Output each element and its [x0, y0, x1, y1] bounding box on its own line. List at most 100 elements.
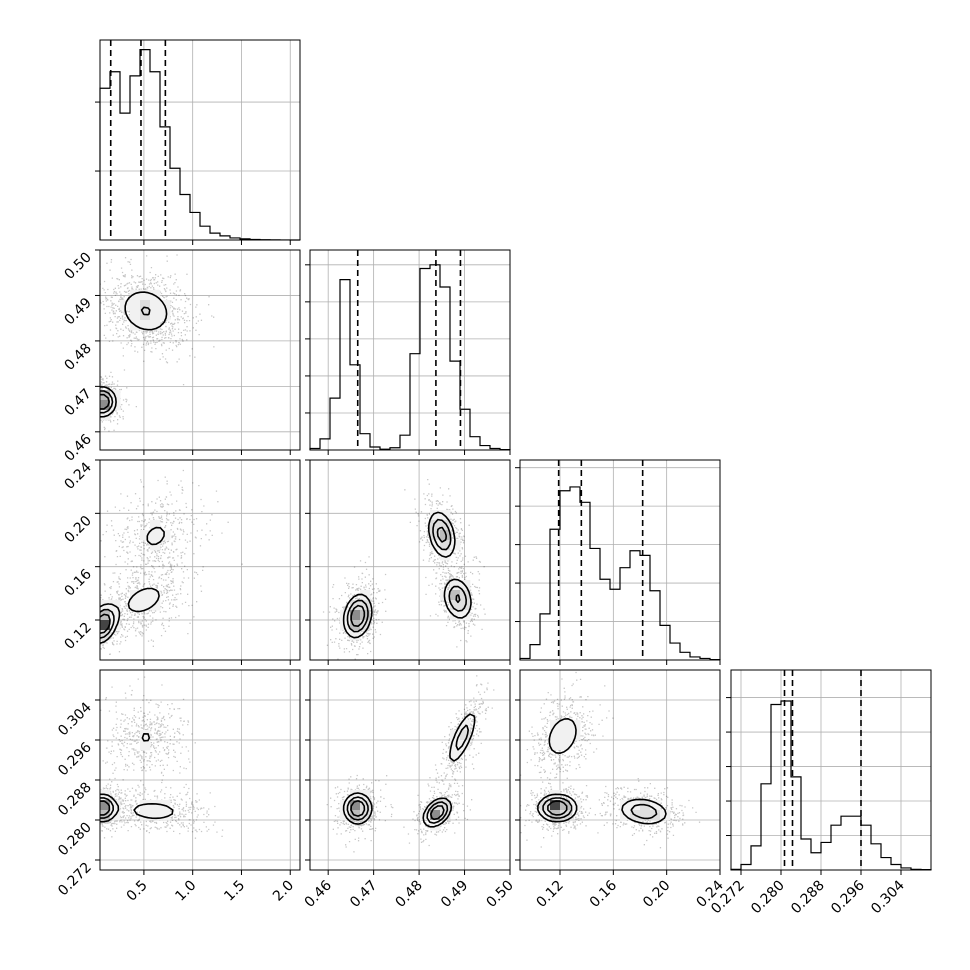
- contour-line: [100, 306, 151, 414]
- contour-line: [342, 511, 472, 639]
- density-cell: [350, 610, 361, 621]
- density-cell: [430, 820, 441, 831]
- x-tick-label-1: 0.48: [393, 878, 426, 911]
- density-cell: [450, 610, 461, 621]
- density-cell: [140, 740, 151, 751]
- hist-panel-3: [726, 669, 932, 871]
- x-tick-label-0: 2.0: [270, 878, 297, 905]
- y-tick-label-2: 0.20: [61, 513, 94, 546]
- hist-panel-1: [305, 249, 511, 451]
- density-cell: [450, 590, 461, 601]
- axes-frame: [99, 669, 301, 871]
- axes-frame: [519, 459, 721, 661]
- density-cell: [130, 310, 141, 321]
- axes-frame: [519, 669, 721, 871]
- x-tick-label-0: 1.0: [172, 878, 199, 905]
- y-tick-label-3: 0.272: [55, 860, 95, 900]
- pair-panel-1-3: [309, 669, 511, 871]
- contour-line: [100, 800, 111, 816]
- contour-line: [100, 393, 110, 410]
- axes-frame: [730, 669, 932, 871]
- x-tick-label-1: 0.46: [302, 877, 335, 910]
- density-cell: [440, 800, 451, 811]
- density-cell: [560, 810, 571, 821]
- y-tick-label-2: 0.24: [61, 459, 94, 492]
- x-tick-label-3: 0.296: [828, 877, 868, 917]
- pair-panel-1-2: [309, 459, 511, 661]
- contour-line: [350, 526, 461, 627]
- y-tick-label-1: 0.50: [61, 250, 94, 283]
- pair-panel-0-1: [99, 249, 301, 451]
- density-cell: [140, 730, 151, 741]
- density-cell: [440, 550, 451, 561]
- sample-points: [322, 478, 486, 660]
- density-cell: [550, 800, 561, 811]
- density-cell: [360, 800, 371, 811]
- contour-line: [100, 291, 168, 418]
- y-tick-label-3: 0.280: [55, 820, 95, 860]
- density-cell: [550, 730, 561, 741]
- density-cell: [140, 530, 151, 541]
- density-cell: [340, 800, 351, 811]
- x-tick-label-0: 1.5: [221, 878, 248, 905]
- density-cell: [430, 520, 441, 531]
- sample-points: [520, 671, 701, 849]
- density-cell: [540, 810, 551, 821]
- y-tick-label-2: 0.12: [61, 620, 94, 653]
- contour-line: [100, 613, 111, 634]
- x-tick-label-3: 0.304: [868, 877, 908, 917]
- density-cell: [150, 810, 161, 821]
- x-tick-label-1: 0.47: [347, 878, 380, 911]
- density-cell: [150, 540, 161, 551]
- hist-panel-0: [95, 39, 301, 241]
- density-cell: [460, 730, 471, 741]
- contour-line: [542, 797, 658, 820]
- y-tick-label-1: 0.48: [61, 340, 94, 373]
- density-cell: [430, 540, 441, 551]
- sample-points: [100, 469, 243, 657]
- x-tick-label-3: 0.288: [788, 878, 828, 918]
- y-tick-label-2: 0.16: [61, 566, 94, 599]
- density-cell: [420, 810, 431, 821]
- density-cell: [130, 600, 141, 611]
- density-cell: [440, 520, 451, 531]
- contour-line: [100, 733, 174, 823]
- x-tick-label-3: 0.280: [748, 878, 788, 918]
- density-cell: [450, 600, 461, 611]
- density-cell: [150, 800, 161, 811]
- density-cell: [650, 800, 661, 811]
- histogram-3: [730, 700, 932, 871]
- y-tick-label-1: 0.46: [61, 431, 94, 464]
- plot-area: [100, 460, 300, 660]
- density-cell: [350, 790, 361, 801]
- density-cell: [110, 800, 121, 811]
- density-cell: [340, 620, 351, 631]
- density-cell: [150, 320, 161, 331]
- density-cell: [560, 730, 571, 741]
- y-tick-label-3: 0.296: [55, 739, 95, 779]
- density-cell: [620, 800, 631, 811]
- density-cell: [350, 800, 361, 811]
- axes-frame: [99, 459, 301, 661]
- density-cell: [160, 810, 171, 821]
- axes-frame: [309, 459, 511, 661]
- contour-line: [342, 713, 476, 828]
- density-cell: [140, 800, 151, 811]
- y-tick-label-1: 0.49: [61, 295, 94, 328]
- density-cell: [440, 540, 451, 551]
- hist-panel-2: [515, 459, 721, 661]
- density-cell: [140, 810, 151, 821]
- y-tick-label-1: 0.47: [61, 386, 94, 419]
- histogram-1: [309, 264, 511, 451]
- contour-line: [537, 718, 667, 825]
- density-cell: [140, 320, 151, 331]
- x-tick-label-2: 0.16: [587, 877, 620, 910]
- axes-frame: [309, 669, 511, 871]
- density-cell: [450, 740, 461, 751]
- density-cell: [150, 600, 161, 611]
- density-cell: [160, 530, 171, 541]
- density-cell: [140, 290, 151, 301]
- y-tick-label-3: 0.304: [55, 699, 95, 739]
- density-cell: [360, 600, 371, 611]
